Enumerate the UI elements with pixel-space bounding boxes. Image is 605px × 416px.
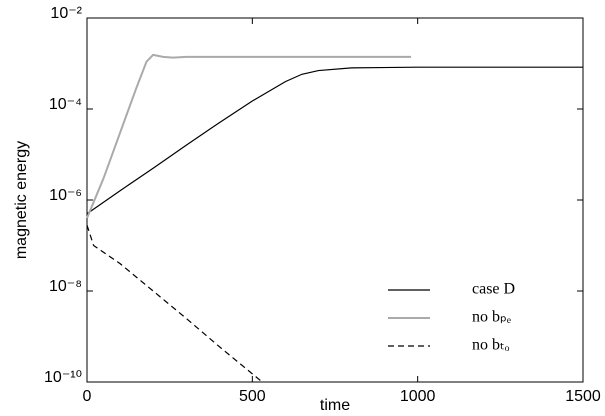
y-tick-label: 10⁻⁴ [49,96,82,113]
legend-label: no bₜₒ [472,337,510,354]
series-line [86,53,412,219]
legend-label: no bₚₑ [472,309,511,326]
series-line [86,66,583,215]
plot-frame [86,17,584,383]
x-axis-label: time [320,397,350,414]
y-axis-label: magnetic energy [13,141,30,259]
legend-label: case D [472,281,515,298]
series-line [86,224,263,383]
y-tick-label: 10⁻⁶ [49,187,82,204]
x-tick-label: 500 [239,388,266,405]
y-tick-label: 10⁻⁸ [49,278,82,295]
y-tick-label: 10⁻² [50,5,82,22]
x-tick-label: 1000 [400,388,436,405]
y-tick-label: 10⁻¹⁰ [44,369,82,386]
x-tick-label: 0 [83,388,92,405]
x-tick-label: 1500 [565,388,601,405]
